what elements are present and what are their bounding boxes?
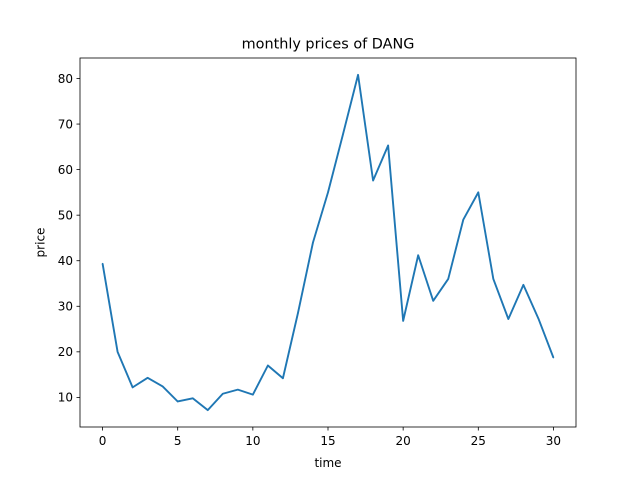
y-tick-label: 60 xyxy=(58,163,73,177)
y-tick-label: 50 xyxy=(58,208,73,222)
series-layer xyxy=(101,73,555,412)
plot-area xyxy=(80,58,576,427)
x-tick-label: 5 xyxy=(174,434,182,448)
data-point xyxy=(432,300,434,302)
data-point xyxy=(267,364,269,367)
x-tick-label: 10 xyxy=(245,434,260,448)
plot-frame xyxy=(79,57,577,428)
y-tick-label: 40 xyxy=(58,254,73,268)
data-point xyxy=(447,278,449,280)
y-tick-label: 30 xyxy=(58,300,73,314)
data-point xyxy=(297,312,299,314)
y-tick-label: 70 xyxy=(58,117,73,131)
data-point xyxy=(252,394,254,396)
data-point xyxy=(462,219,464,221)
data-point xyxy=(522,284,524,286)
data-point xyxy=(552,357,555,359)
chart-title: monthly prices of DANG xyxy=(242,37,415,53)
data-point xyxy=(162,385,164,388)
x-tick-label: 0 xyxy=(99,434,107,448)
data-point xyxy=(507,318,509,320)
y-axis-label: price xyxy=(34,228,48,258)
data-point xyxy=(477,191,479,193)
data-point xyxy=(372,179,374,182)
data-point xyxy=(116,351,119,353)
ticks-layer: 0 5 10 15 20 25 30 10 20 30 40 50 60 70 80 xyxy=(58,72,561,448)
x-tick-label: 30 xyxy=(546,434,561,448)
data-point xyxy=(387,144,389,147)
data-point xyxy=(207,409,209,411)
data-point xyxy=(132,386,134,388)
data-point xyxy=(537,317,540,320)
data-point xyxy=(101,262,104,265)
data-point xyxy=(237,389,239,391)
data-point xyxy=(417,254,419,256)
data-point xyxy=(327,191,329,193)
data-point xyxy=(312,241,314,244)
y-tick-label: 20 xyxy=(58,345,73,359)
data-point xyxy=(177,400,179,403)
data-point xyxy=(192,397,194,399)
axes-frame xyxy=(79,57,577,428)
data-point xyxy=(492,278,494,280)
x-tick-label: 15 xyxy=(320,434,335,448)
y-tick-label: 80 xyxy=(58,72,73,86)
data-point xyxy=(402,320,404,322)
x-tick-label: 25 xyxy=(471,434,486,448)
data-point xyxy=(222,393,224,395)
data-point xyxy=(342,133,344,135)
data-point xyxy=(147,377,149,379)
data-point xyxy=(282,377,284,379)
y-tick-label: 10 xyxy=(58,391,73,405)
x-tick-label: 20 xyxy=(396,434,411,448)
data-point xyxy=(357,74,359,76)
x-axis-label: time xyxy=(314,456,341,470)
